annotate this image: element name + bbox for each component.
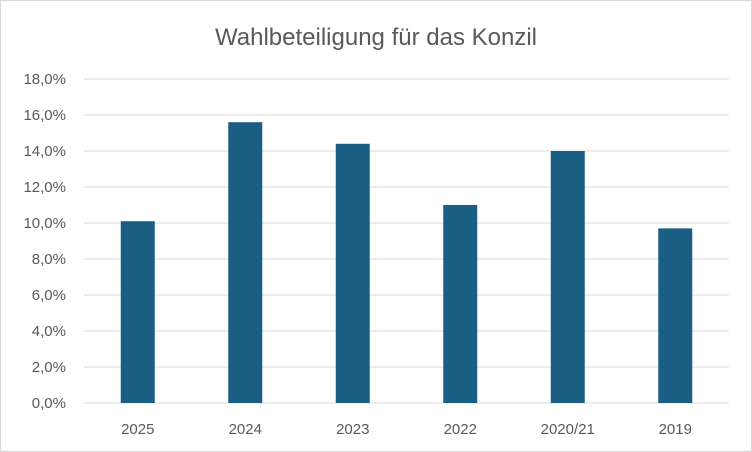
chart-title: Wahlbeteiligung für das Konzil — [215, 24, 537, 51]
y-tick-label: 14,0% — [23, 143, 66, 160]
y-tick-label: 12,0% — [23, 179, 66, 196]
y-axis-tick-labels: 0,0% 2,0% 4,0% 6,0% 8,0% 10,0% 12,0% 14,0% 16,0%… — [23, 71, 66, 412]
y-tick-label: 0,0% — [32, 395, 66, 412]
bar-2020-21 — [550, 151, 585, 403]
x-axis-tick-labels: 2025 2024 2023 2022 2020/21 2019 — [121, 421, 692, 438]
bar-2023 — [335, 143, 370, 404]
y-tick-label: 10,0% — [23, 215, 66, 232]
y-tick-label: 18,0% — [23, 71, 66, 88]
y-tick-label: 6,0% — [32, 287, 66, 304]
x-tick-label: 2020/21 — [541, 421, 595, 438]
y-tick-label: 16,0% — [23, 107, 66, 124]
bars — [120, 122, 693, 404]
x-tick-label: 2023 — [336, 421, 369, 438]
bar-2024 — [228, 122, 263, 403]
y-tick-label: 2,0% — [32, 359, 66, 376]
gridlines — [84, 78, 729, 404]
x-tick-label: 2022 — [444, 421, 477, 438]
bar-2022 — [443, 205, 478, 403]
x-tick-label: 2025 — [121, 421, 154, 438]
bar-2019 — [658, 228, 693, 403]
y-tick-label: 4,0% — [32, 323, 66, 340]
bar-2025 — [120, 221, 155, 403]
y-tick-label: 8,0% — [32, 251, 66, 268]
x-tick-label: 2024 — [229, 421, 262, 438]
x-tick-label: 2019 — [659, 421, 692, 438]
